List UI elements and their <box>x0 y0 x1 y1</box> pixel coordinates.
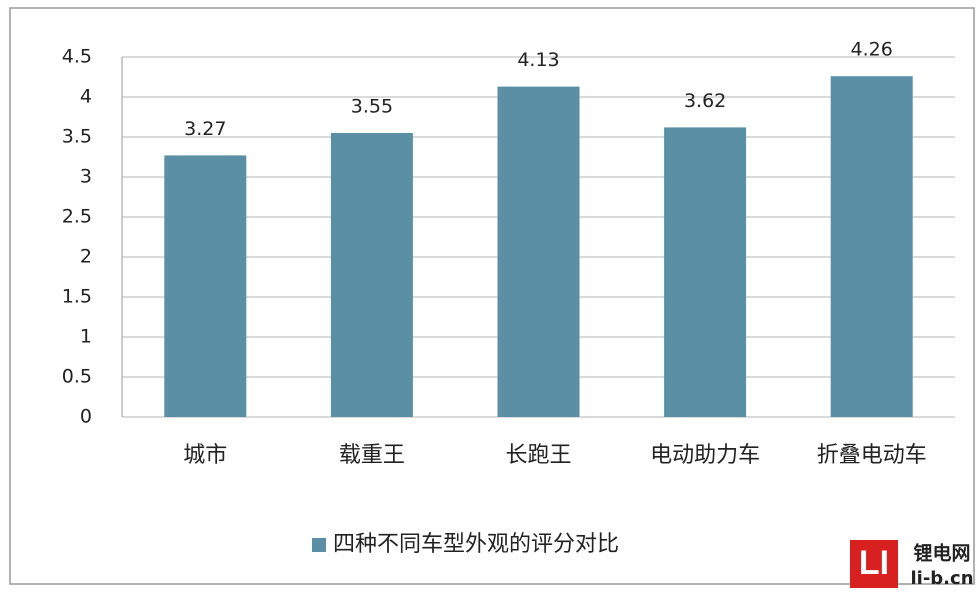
y-tick-label: 3 <box>80 166 92 188</box>
value-label: 3.27 <box>184 118 226 140</box>
watermark-site: li-b.cn <box>910 568 973 589</box>
chart-frame <box>9 7 975 585</box>
x-tick-label: 折叠电动车 <box>817 443 927 468</box>
x-tick-label: 长跑王 <box>505 443 571 468</box>
bar <box>330 133 413 417</box>
x-tick-label: 载重王 <box>339 443 405 468</box>
bar <box>664 127 747 418</box>
value-label: 3.62 <box>684 90 726 112</box>
value-label: 3.55 <box>351 96 393 118</box>
y-tick-label: 0.5 <box>62 366 92 388</box>
y-tick-label: 1 <box>80 326 92 348</box>
legend-swatch <box>312 538 326 552</box>
value-label: 4.26 <box>851 39 893 61</box>
bar <box>497 86 580 417</box>
y-tick-label: 3.5 <box>62 126 92 148</box>
bar <box>830 76 913 417</box>
y-tick-label: 2 <box>80 246 92 268</box>
value-label: 4.13 <box>517 49 559 71</box>
y-tick-label: 4 <box>80 86 92 108</box>
bar <box>164 155 247 417</box>
x-tick-label: 电动助力车 <box>650 443 760 468</box>
y-tick-label: 0 <box>80 406 92 428</box>
watermark-name: 锂电网 <box>913 542 970 565</box>
y-tick-label: 2.5 <box>62 206 92 228</box>
y-tick-label: 4.5 <box>62 46 92 68</box>
logo-text: LI <box>859 544 889 582</box>
x-tick-label: 城市 <box>183 443 227 468</box>
legend-label: 四种不同车型外观的评分对比 <box>333 532 619 557</box>
y-tick-label: 1.5 <box>62 286 92 308</box>
logo-box <box>850 540 898 588</box>
